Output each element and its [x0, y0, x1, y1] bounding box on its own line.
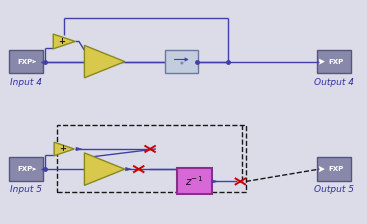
Text: *: * — [180, 61, 184, 70]
Text: Output 5: Output 5 — [315, 185, 354, 194]
FancyBboxPatch shape — [165, 50, 198, 73]
Text: +: + — [58, 37, 66, 46]
FancyBboxPatch shape — [317, 50, 351, 73]
Text: FXP: FXP — [328, 59, 344, 65]
Polygon shape — [53, 34, 75, 49]
FancyBboxPatch shape — [317, 157, 351, 181]
Polygon shape — [319, 59, 324, 64]
Text: FXP: FXP — [17, 59, 32, 65]
Polygon shape — [84, 153, 125, 185]
Text: +: + — [59, 144, 66, 153]
Text: Output 4: Output 4 — [315, 78, 354, 87]
Polygon shape — [76, 147, 82, 151]
Text: Input 5: Input 5 — [10, 185, 42, 194]
FancyBboxPatch shape — [177, 168, 212, 194]
Text: Input 4: Input 4 — [10, 78, 42, 87]
Polygon shape — [212, 180, 218, 183]
Polygon shape — [54, 142, 74, 156]
FancyBboxPatch shape — [9, 50, 43, 73]
Polygon shape — [84, 45, 125, 78]
Polygon shape — [319, 166, 324, 172]
Bar — [57, 125, 246, 192]
Text: FXP: FXP — [328, 166, 344, 172]
FancyBboxPatch shape — [9, 157, 43, 181]
Text: FXP: FXP — [17, 166, 32, 172]
Polygon shape — [126, 167, 131, 171]
Text: $z^{-1}$: $z^{-1}$ — [185, 174, 204, 188]
